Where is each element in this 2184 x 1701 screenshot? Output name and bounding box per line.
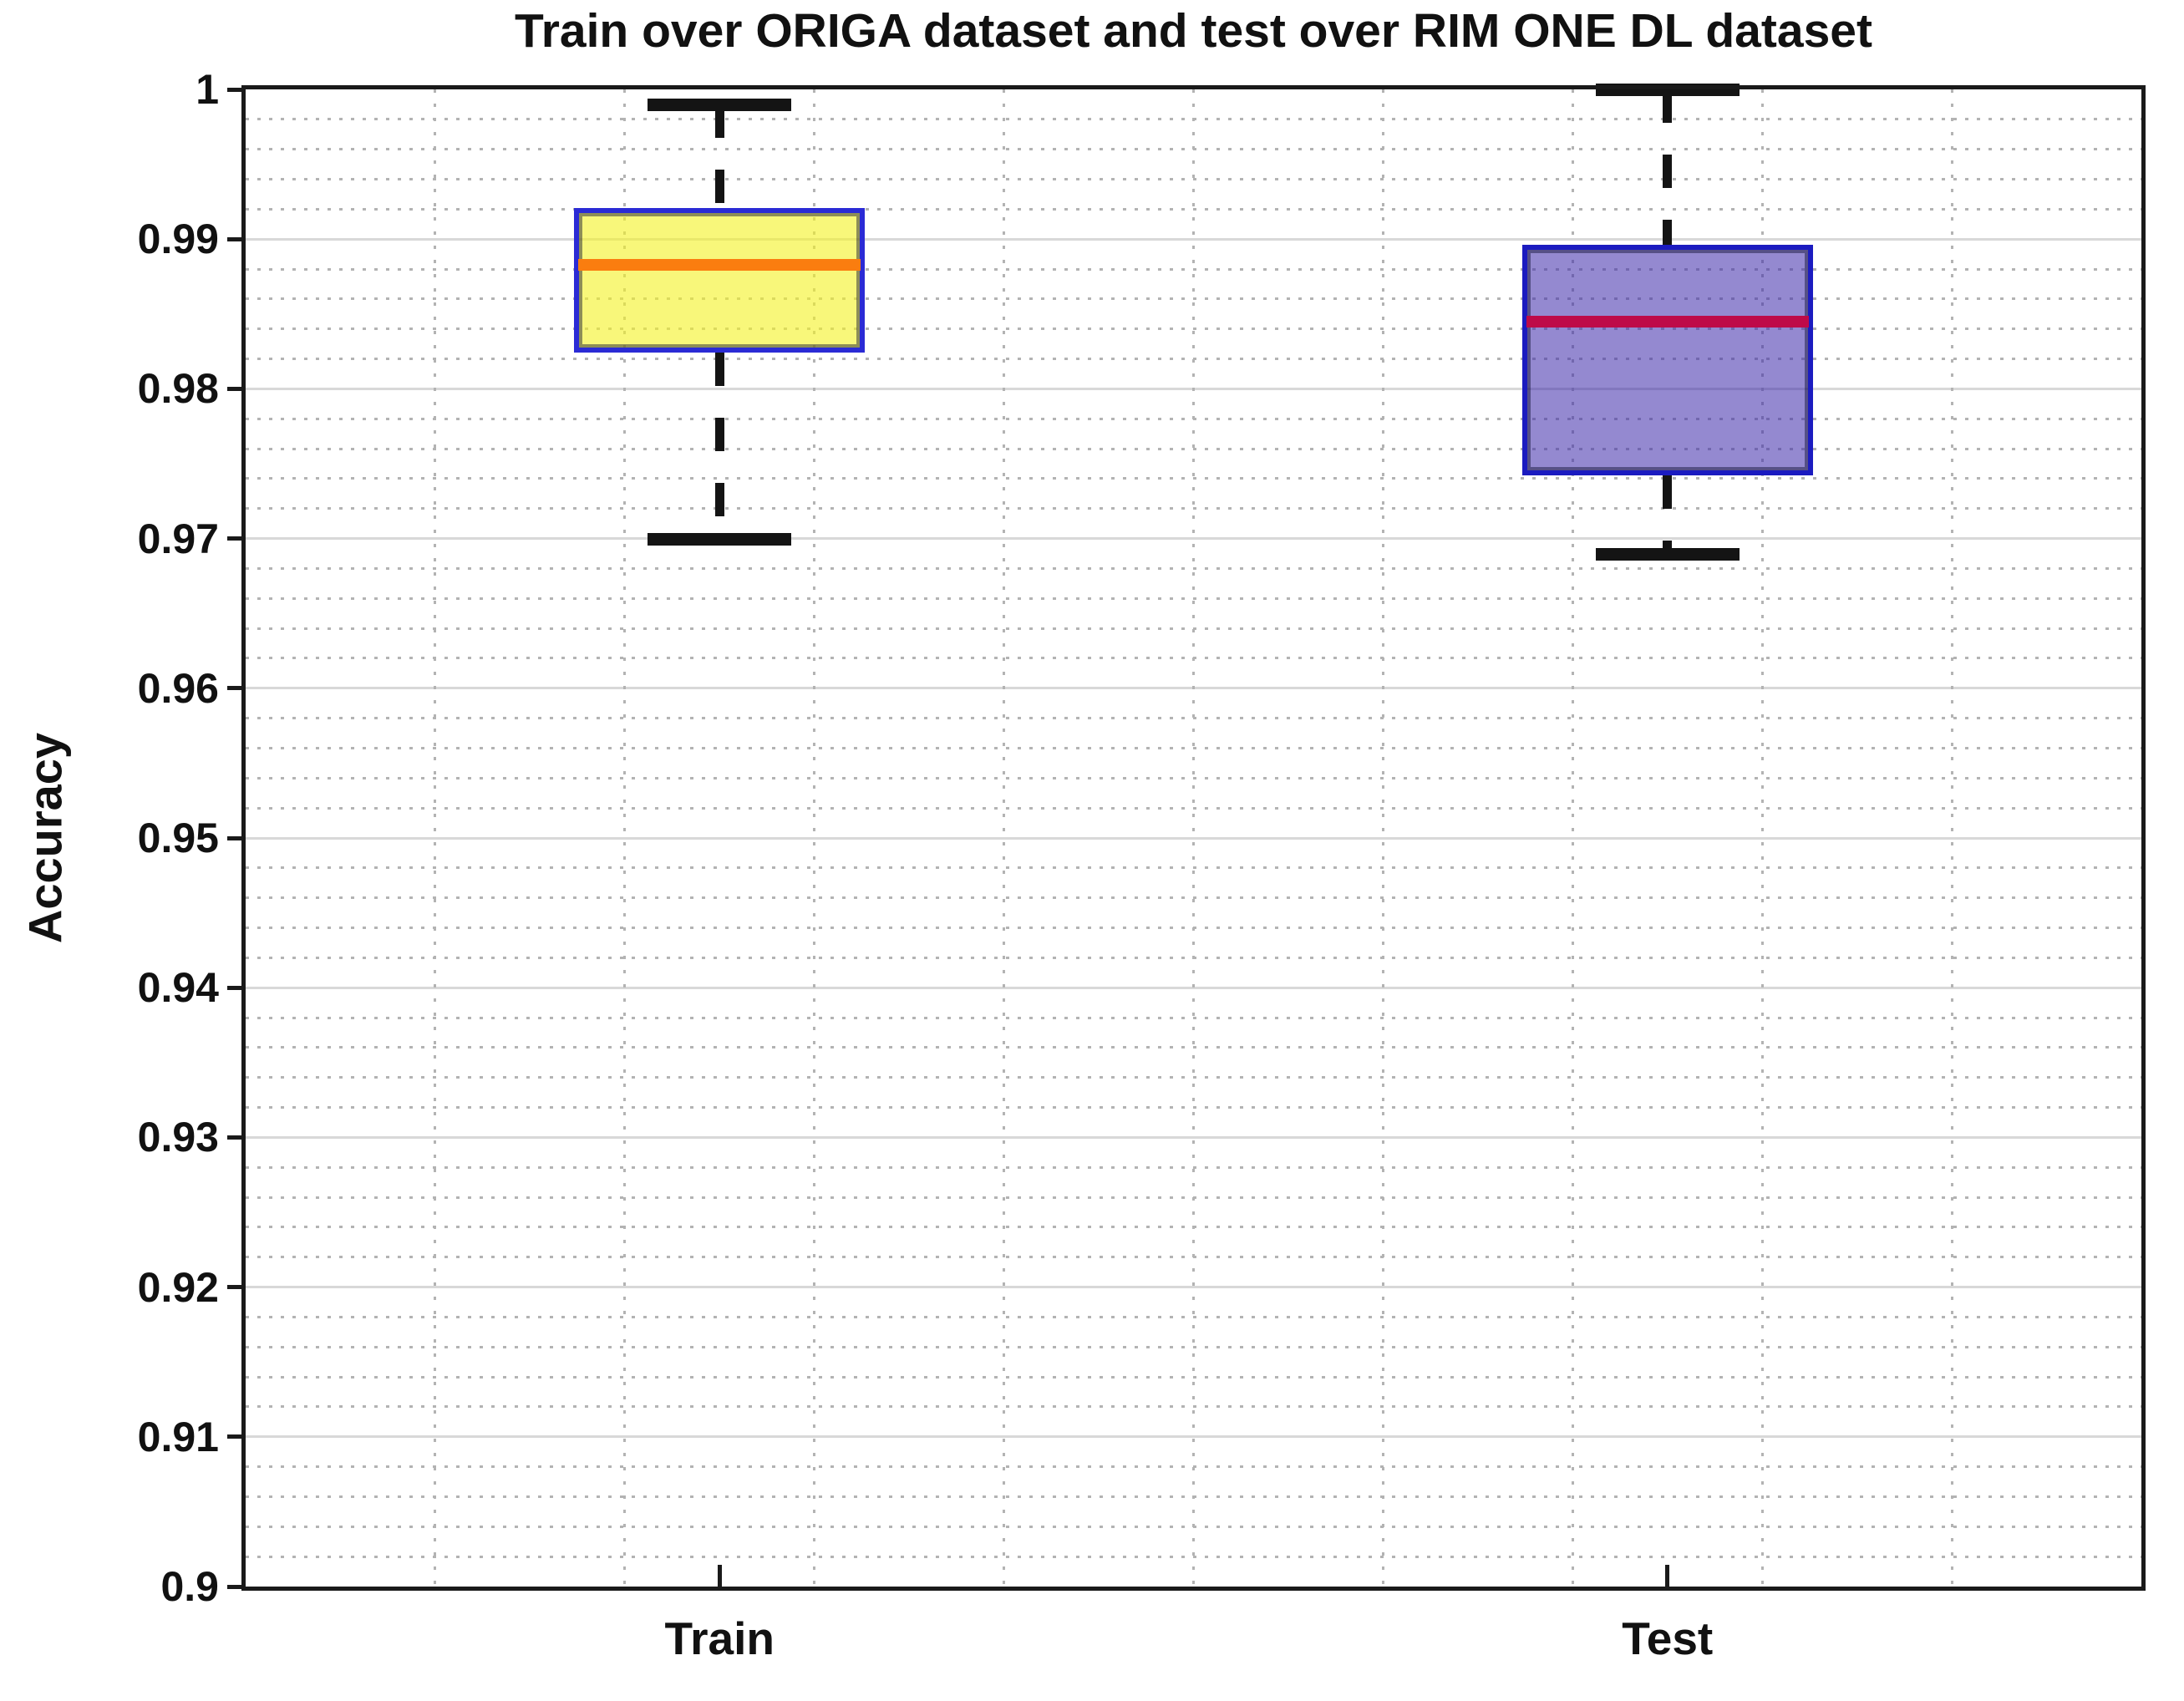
whisker-upper-train (714, 104, 724, 208)
y-tick (227, 87, 244, 92)
whisker-cap-upper-train (648, 98, 792, 111)
box-train (574, 207, 866, 353)
y-tick (227, 686, 244, 691)
y-tick (227, 1584, 244, 1589)
x-gridline-minor (434, 89, 437, 1587)
whisker-upper-test (1663, 89, 1673, 246)
whisker-lower-train (714, 353, 724, 539)
x-gridline-minor (1571, 89, 1574, 1587)
y-tick (227, 985, 244, 990)
y-tick-label: 0.91 (137, 1413, 219, 1460)
y-tick-label: 0.94 (137, 964, 219, 1012)
x-gridline-minor (623, 89, 627, 1587)
y-tick (227, 386, 244, 391)
y-tick-label: 1 (196, 66, 219, 113)
x-gridline-minor (1760, 89, 1764, 1587)
box-test (1521, 245, 1813, 476)
x-tick-test (1665, 1565, 1670, 1587)
y-tick-label: 0.98 (137, 365, 219, 413)
x-gridline-minor (1381, 89, 1384, 1587)
y-tick (227, 1434, 244, 1440)
y-tick-label: 0.99 (137, 216, 219, 263)
y-tick (227, 835, 244, 840)
x-gridline-minor (813, 89, 816, 1587)
y-tick-label: 0.95 (137, 815, 219, 861)
x-gridline-minor (1192, 89, 1195, 1587)
whisker-cap-lower-test (1595, 547, 1740, 561)
y-tick-label: 0.92 (137, 1263, 219, 1311)
chart-title: Train over ORIGA dataset and test over R… (515, 4, 1872, 58)
y-tick-label: 0.9 (160, 1563, 219, 1610)
x-tick-label-train: Train (664, 1612, 775, 1664)
x-gridline-minor (1950, 89, 1953, 1587)
whisker-lower-test (1663, 475, 1673, 554)
whisker-cap-upper-test (1595, 84, 1740, 96)
y-tick-label: 0.97 (137, 515, 219, 562)
y-tick (227, 1135, 244, 1140)
x-gridline-minor (1003, 89, 1006, 1587)
median-test (1526, 315, 1809, 328)
y-tick (227, 236, 244, 241)
whisker-cap-lower-train (648, 532, 792, 546)
y-tick (227, 536, 244, 541)
y-tick-label: 0.96 (137, 664, 219, 712)
y-tick (227, 1285, 244, 1290)
median-train (578, 258, 861, 271)
y-tick-label: 0.93 (137, 1114, 219, 1161)
x-tick-train (717, 1565, 722, 1587)
x-tick-label-test: Test (1622, 1612, 1714, 1664)
